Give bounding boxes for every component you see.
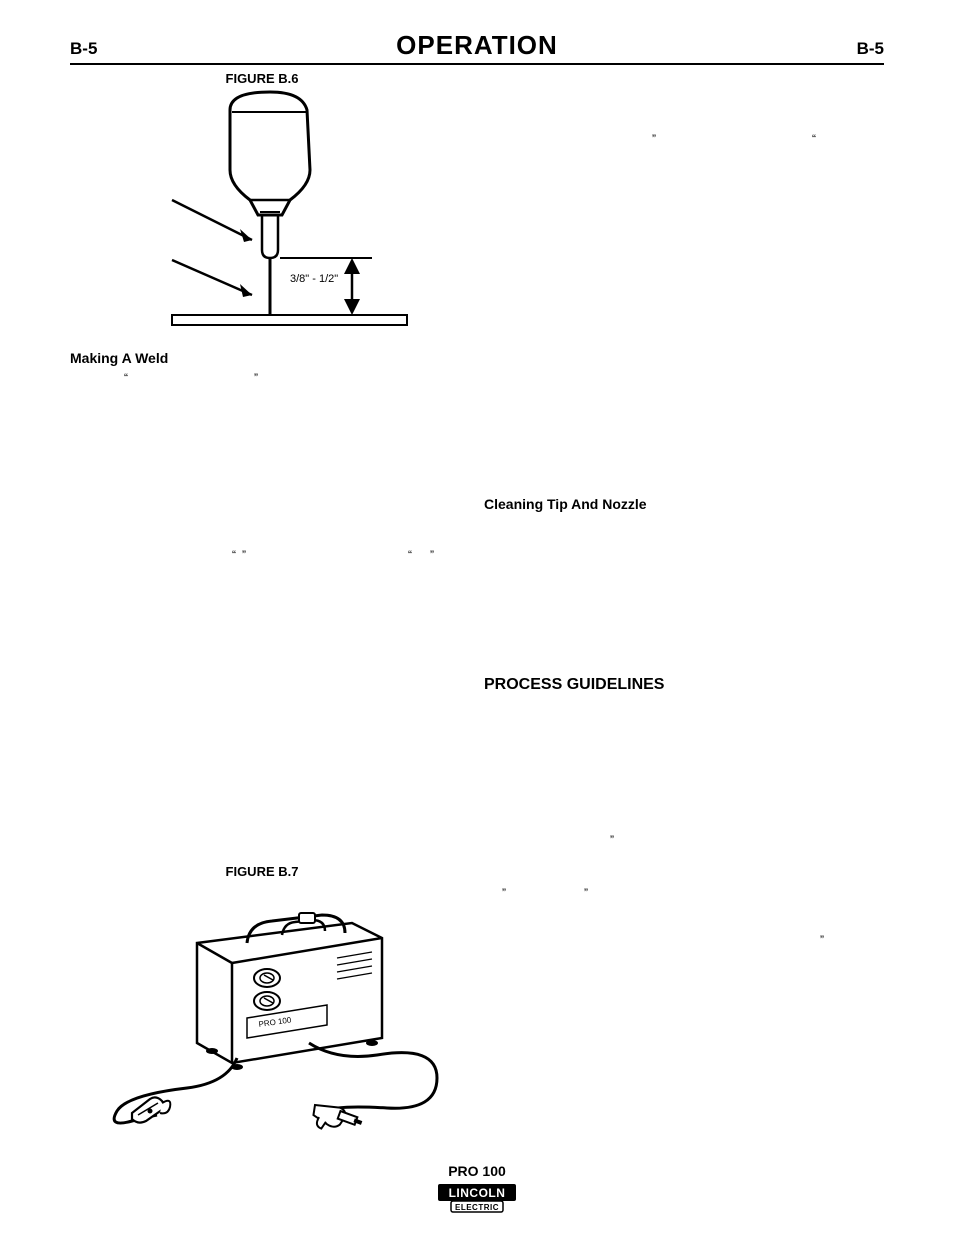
quote-mark: ” <box>254 371 258 385</box>
quote-mark: ” <box>584 886 588 900</box>
quote-mark: ” <box>430 548 434 562</box>
cleaning-heading: Cleaning Tip And Nozzle <box>484 496 884 512</box>
quote-mark: ” <box>610 833 614 847</box>
figure-b6-label: FIGURE B.6 <box>70 71 454 86</box>
figure-b6: 3/8" - 1/2" <box>70 90 454 340</box>
process-guidelines-heading: PROCESS GUIDELINES <box>484 676 884 694</box>
content-columns: FIGURE B.6 <box>70 71 884 1143</box>
quote-mark: “ <box>812 132 816 146</box>
svg-text:LINCOLN: LINCOLN <box>449 1186 506 1200</box>
svg-text:ELECTRIC: ELECTRIC <box>455 1203 499 1212</box>
welder-machine-icon: PRO 100 <box>77 883 447 1133</box>
making-a-weld-heading: Making A Weld <box>70 350 454 366</box>
quote-mark: ” <box>242 548 246 562</box>
figure-b7-label: FIGURE B.7 <box>70 864 454 879</box>
quote-mark: ” <box>820 933 824 947</box>
chapter-title: OPERATION <box>396 30 558 61</box>
page-header: B-5 OPERATION B-5 <box>70 30 884 65</box>
right-column: xxxxxxxxxxxxxxxxxxxxxxxxxxxx”xxxxxxxxxxx… <box>484 71 884 1143</box>
lincoln-electric-logo-icon: LINCOLN R ELECTRIC <box>437 1183 517 1218</box>
page-footer: PRO 100 LINCOLN R ELECTRIC <box>70 1163 884 1218</box>
page-number-left: B-5 <box>70 39 97 59</box>
svg-text:3/8" - 1/2": 3/8" - 1/2" <box>290 273 338 285</box>
quote-mark: “ <box>232 548 236 562</box>
quote-mark: “ <box>124 371 128 385</box>
footer-model: PRO 100 <box>70 1163 884 1179</box>
figure-b7: PRO 100 <box>70 883 454 1133</box>
left-column: FIGURE B.6 <box>70 71 454 1143</box>
quote-mark: ” <box>652 132 656 146</box>
torch-diagram-icon: 3/8" - 1/2" <box>112 90 412 340</box>
page-number-right: B-5 <box>857 39 884 59</box>
quote-mark: ” <box>502 886 506 900</box>
quote-mark: “ <box>408 548 412 562</box>
